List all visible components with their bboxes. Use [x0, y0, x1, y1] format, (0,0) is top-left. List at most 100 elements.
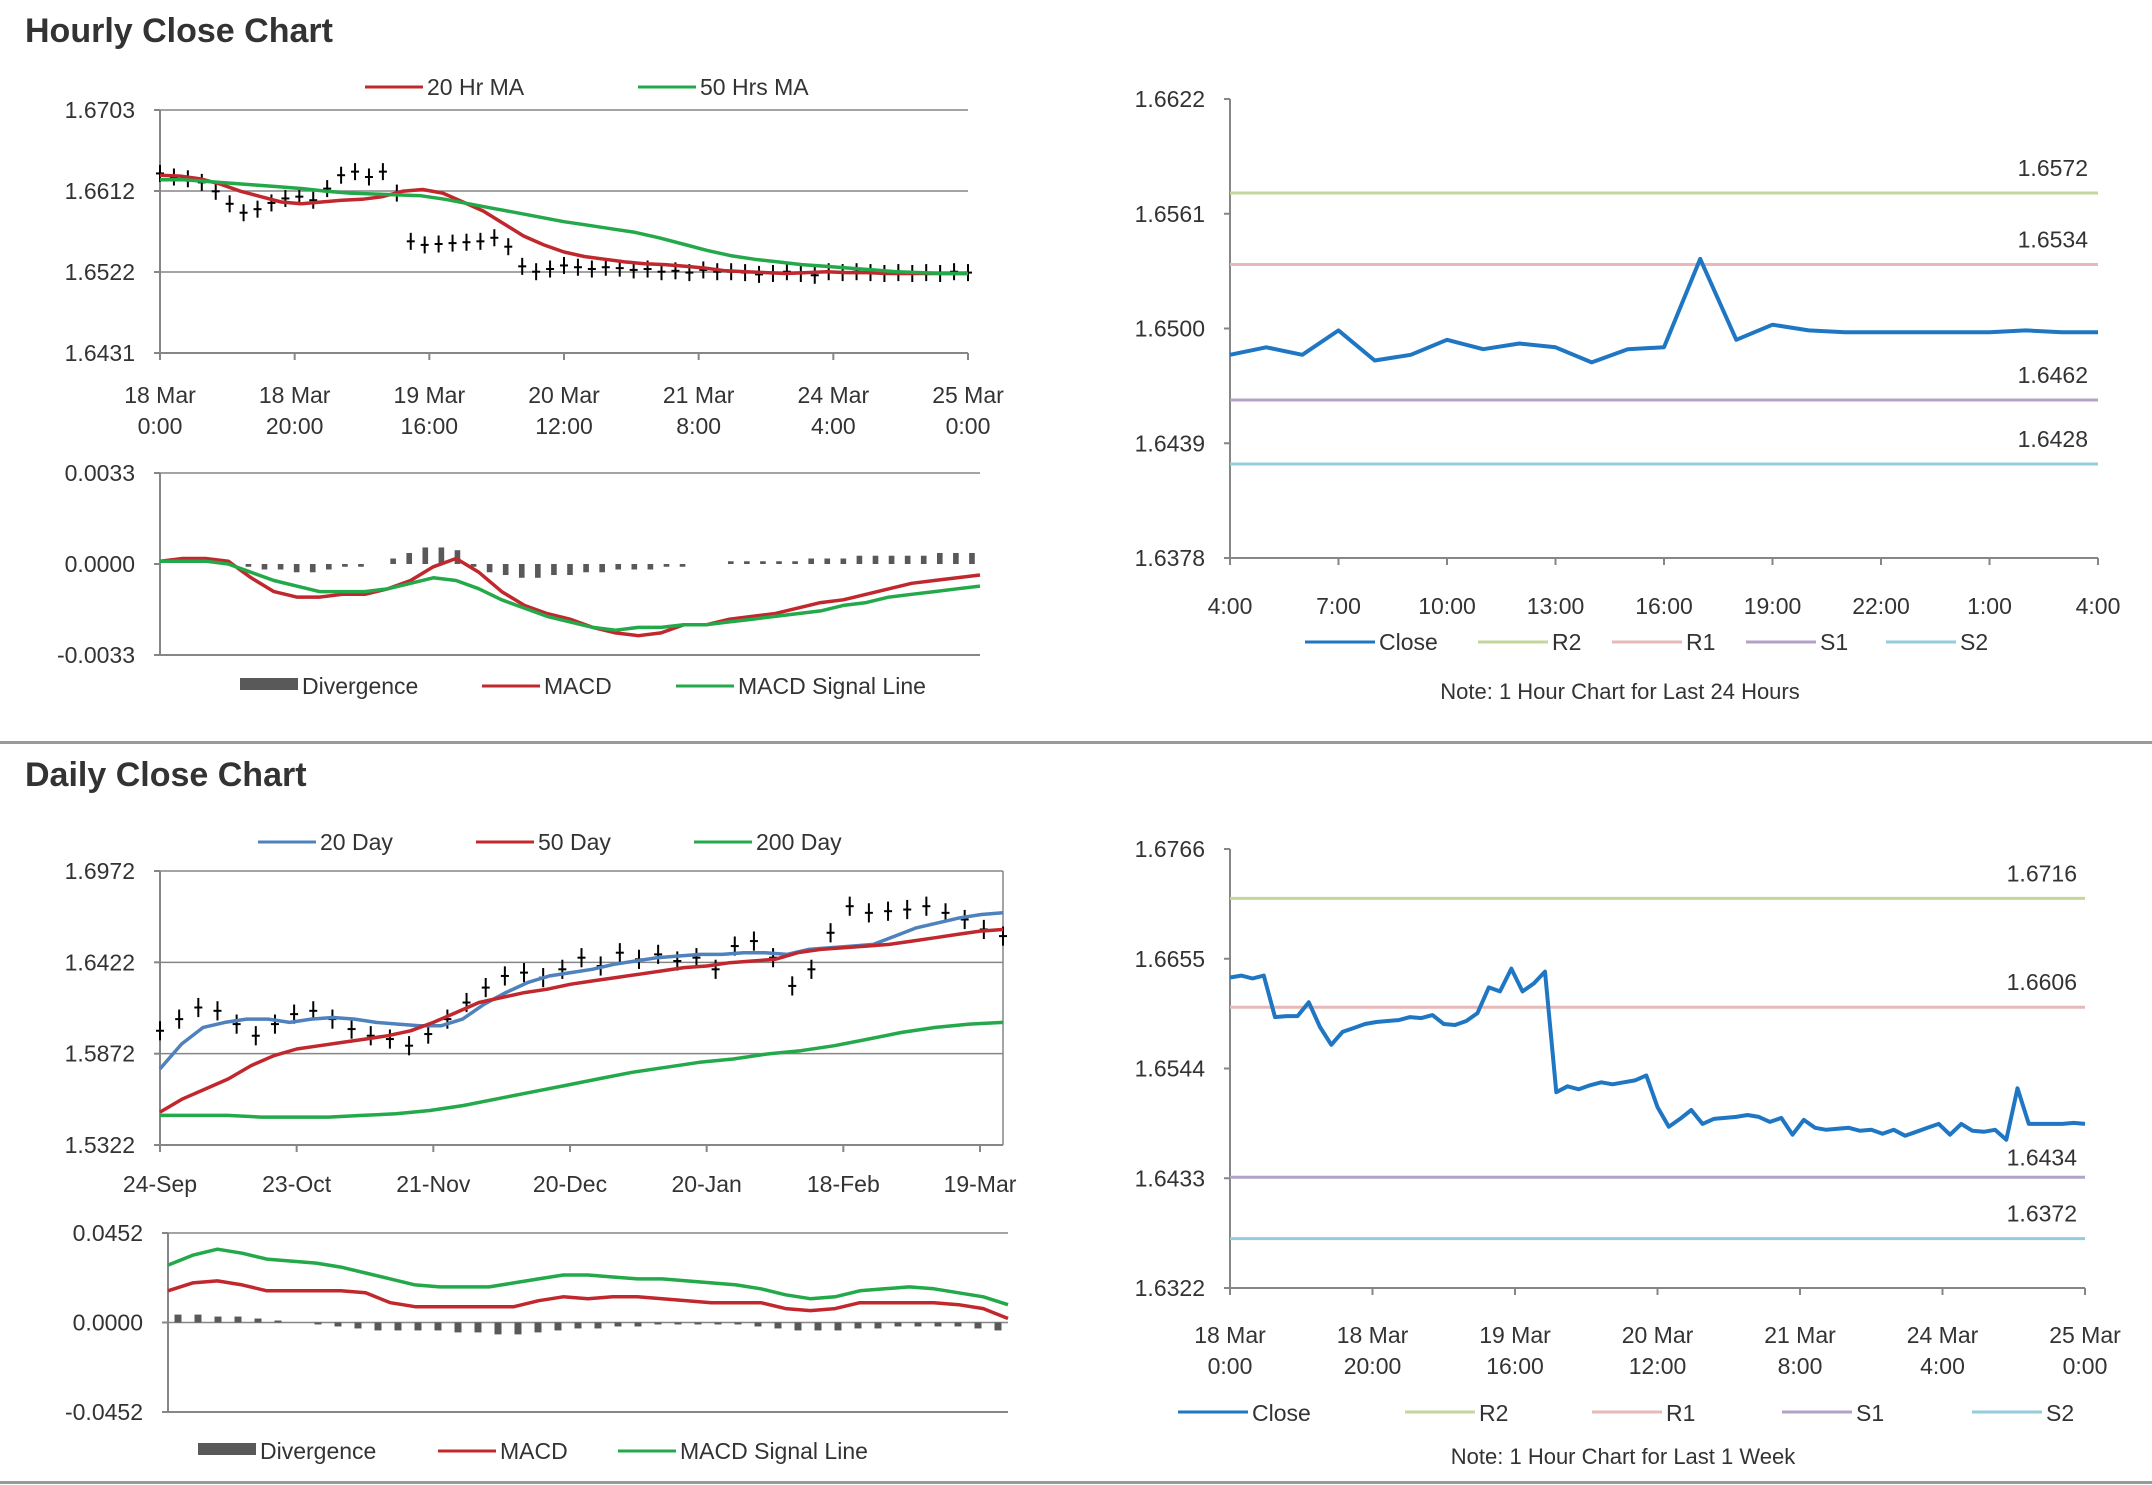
- hourly-24h-s1-label: 1.6462: [2018, 362, 2088, 388]
- daily-macd-legend-label: MACD Signal Line: [680, 1438, 868, 1464]
- hourly-price-bar: [239, 204, 248, 222]
- hourly-24h-x-tick-label: 10:00: [1418, 593, 1476, 619]
- daily-macd-signal-line: [167, 1247, 1009, 1307]
- daily-200day-line: [160, 1020, 1004, 1119]
- hourly-24h-x-tick-label: 4:00: [2076, 593, 2121, 619]
- daily-price-bar: [194, 997, 203, 1018]
- hourly-price-bar: [755, 265, 764, 283]
- daily-price-bar: [749, 931, 758, 951]
- daily-price-bar: [577, 948, 586, 968]
- daily-price-bar: [903, 899, 912, 920]
- daily-week-x-tick-label: 4:00: [1920, 1353, 1965, 1379]
- daily-macd-line: [167, 1279, 1009, 1321]
- daily-week-x-tick-label: 16:00: [1486, 1353, 1544, 1379]
- hourly-macd-y-tick-label: -0.0033: [57, 642, 135, 668]
- daily-week-x-tick-label: 0:00: [1208, 1353, 1253, 1379]
- hourly-price-x-tick-label: 21 Mar: [663, 382, 735, 408]
- daily-week-y-tick-label: 1.6655: [1135, 946, 1205, 972]
- hourly-price-bar: [601, 258, 610, 276]
- daily-price-bar: [960, 909, 969, 930]
- hourly-price-bar: [253, 200, 262, 218]
- hourly-24h-y-tick-label: 1.6439: [1135, 430, 1205, 456]
- daily-week-x-tick-label: 20:00: [1344, 1353, 1402, 1379]
- hourly-price-bar: [546, 260, 555, 278]
- hourly-price-bar: [810, 266, 819, 284]
- daily-price-bar: [251, 1026, 260, 1046]
- daily-week-x-tick-label: 18 Mar: [1337, 1322, 1409, 1348]
- hourly-price-bar: [364, 168, 373, 186]
- hourly-24h-legend-label: Close: [1379, 629, 1438, 655]
- hourly-price-bar: [434, 235, 443, 253]
- daily-macd-y-tick-label: -0.0452: [65, 1399, 143, 1425]
- hourly-price-bar: [378, 163, 387, 181]
- hourly-50hrs-ma-line: [160, 177, 968, 276]
- daily-week-x-tick-label: 19 Mar: [1479, 1322, 1551, 1348]
- hourly-price-x-tick-label: 4:00: [811, 413, 856, 439]
- daily-price-bar: [692, 948, 701, 968]
- daily-week-legend-label: S2: [2046, 1400, 2074, 1426]
- daily-week-x-tick-label: 21 Mar: [1764, 1322, 1836, 1348]
- hourly-price-bar: [406, 232, 415, 250]
- daily-price-bar: [175, 1009, 184, 1029]
- daily-price-bar: [558, 959, 567, 979]
- hourly-price-bar: [225, 195, 234, 213]
- hourly-macd-legend-swatch: [240, 678, 298, 690]
- daily-price-y-tick-label: 1.6422: [65, 949, 135, 975]
- daily-week-r2-label: 1.6716: [2007, 860, 2077, 886]
- daily-price-bar: [347, 1019, 356, 1039]
- daily-week-y-tick-label: 1.6322: [1135, 1275, 1205, 1301]
- hourly-price-bar: [532, 263, 541, 281]
- daily-price-x-tick-label: 20-Jan: [672, 1171, 742, 1197]
- daily-price-bar: [270, 1014, 279, 1034]
- daily-price-bar: [711, 959, 720, 979]
- daily-week-s1-label: 1.6434: [2007, 1144, 2078, 1170]
- daily-week-y-tick-label: 1.6433: [1135, 1165, 1205, 1191]
- hourly-24h-r1-label: 1.6534: [2018, 227, 2089, 253]
- hourly-price-legend-label: 20 Hr MA: [427, 74, 525, 100]
- daily-price-bar: [654, 944, 663, 964]
- daily-week-x-tick-label: 18 Mar: [1194, 1322, 1266, 1348]
- daily-price-bar: [385, 1029, 394, 1049]
- hourly-price-bar: [309, 191, 318, 209]
- hourly-price-y-tick-label: 1.6612: [65, 178, 135, 204]
- hourly-price-bar: [950, 263, 959, 281]
- hourly-price-bar: [267, 194, 276, 212]
- hourly-macd-legend-label: Divergence: [302, 673, 418, 699]
- section-divider: [0, 741, 2152, 744]
- hourly-price-bar: [476, 232, 485, 250]
- daily-price-bar: [807, 959, 816, 979]
- hourly-price-y-tick-label: 1.6703: [65, 97, 135, 123]
- daily-price-bar: [615, 943, 624, 963]
- hourly-price-x-tick-label: 20 Mar: [528, 382, 600, 408]
- daily-price-y-tick-label: 1.5322: [65, 1132, 135, 1158]
- daily-week-x-tick-label: 25 Mar: [2049, 1322, 2121, 1348]
- daily-price-bar: [941, 903, 950, 923]
- hourly-macd-signal-line: [160, 559, 981, 632]
- daily-week-note: Note: 1 Hour Chart for Last 1 Week: [1451, 1444, 1796, 1469]
- daily-price-bar: [788, 976, 797, 996]
- daily-week-s2-label: 1.6372: [2007, 1201, 2077, 1227]
- hourly-price-x-tick-label: 24 Mar: [798, 382, 870, 408]
- daily-week-r1-label: 1.6606: [2007, 969, 2077, 995]
- hourly-price-x-tick-label: 16:00: [401, 413, 459, 439]
- hourly-price-bar: [587, 260, 596, 278]
- hourly-price-bar: [351, 163, 360, 181]
- daily-week-x-tick-label: 8:00: [1778, 1353, 1823, 1379]
- daily-macd-legend-swatch: [198, 1443, 256, 1455]
- hourly-24h-close-line: [1229, 256, 2098, 365]
- daily-price-bar: [922, 896, 931, 916]
- hourly-price-bar: [518, 257, 527, 275]
- hourly-24h-r2-label: 1.6572: [2018, 155, 2088, 181]
- hourly-price-y-tick-label: 1.6522: [65, 259, 135, 285]
- daily-50day-line: [159, 927, 1004, 1114]
- daily-price-bar: [845, 896, 854, 916]
- hourly-price-x-tick-label: 20:00: [266, 413, 324, 439]
- daily-price-bar: [213, 1001, 222, 1021]
- daily-week-x-tick-label: 20 Mar: [1622, 1322, 1694, 1348]
- hourly-24h-note: Note: 1 Hour Chart for Last 24 Hours: [1440, 679, 1800, 704]
- hourly-macd-legend-label: MACD: [544, 673, 612, 699]
- daily-macd-y-tick-label: 0.0452: [73, 1220, 143, 1246]
- daily-week-legend-label: S1: [1856, 1400, 1884, 1426]
